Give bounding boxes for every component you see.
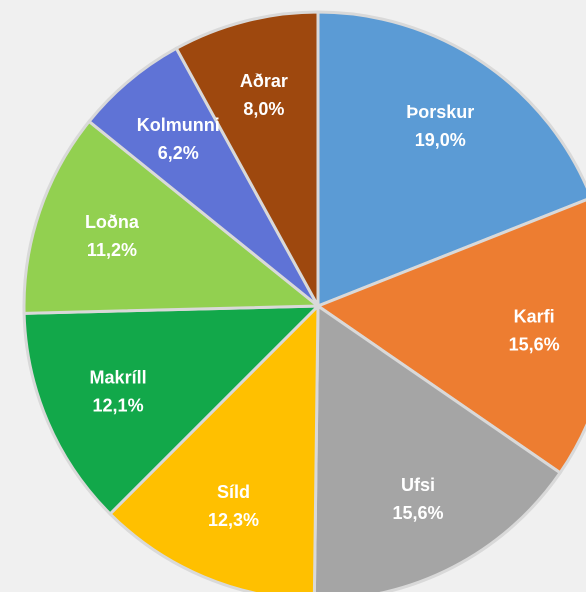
slice-label: Síld bbox=[217, 482, 250, 502]
pie-slice bbox=[22, 304, 322, 517]
slice-value: 11,2% bbox=[87, 240, 137, 260]
slice-value: 12,1% bbox=[93, 396, 144, 416]
slice-value: 12,3% bbox=[208, 510, 259, 530]
slice-label: Makríll bbox=[90, 368, 147, 388]
pie-slice bbox=[174, 10, 320, 307]
slice-label: Loðna bbox=[85, 212, 140, 232]
pie-slice bbox=[107, 302, 320, 592]
slice-value: 19,0% bbox=[415, 130, 466, 150]
slice-value: 6,2% bbox=[158, 143, 199, 163]
pie-slice bbox=[316, 10, 586, 309]
slice-label: Þorskur bbox=[406, 102, 474, 122]
pie-slice bbox=[314, 198, 586, 475]
slice-value: 15,6% bbox=[392, 503, 443, 523]
slice-label: Kolmunni bbox=[137, 115, 220, 135]
slice-value: 15,6% bbox=[509, 334, 560, 354]
slice-label: Ufsi bbox=[401, 475, 435, 495]
pie-slice bbox=[22, 119, 323, 315]
slice-label: Aðrar bbox=[240, 71, 288, 91]
pie-slice bbox=[312, 303, 563, 592]
pie-slice bbox=[87, 46, 320, 308]
slice-value: 8,0% bbox=[243, 99, 284, 119]
slice-label: Karfi bbox=[514, 306, 555, 326]
